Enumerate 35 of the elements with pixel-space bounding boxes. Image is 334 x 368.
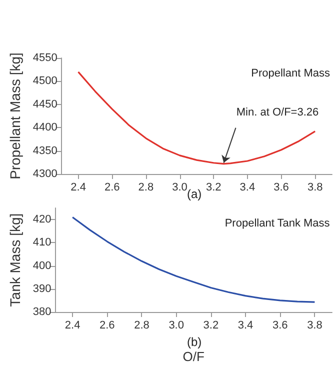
x-tick-label: 3.8: [307, 182, 323, 194]
y-tick-label: 380: [32, 306, 52, 318]
y-tick-label: 4550: [32, 52, 58, 64]
x-tick-label: 2.8: [138, 182, 154, 194]
y-axis-title: Propellant Mass [kg]: [7, 52, 23, 180]
y-tick-label: 4400: [32, 122, 58, 134]
x-tick-label: 3.2: [203, 320, 219, 332]
x-tick-label: 3.2: [206, 182, 222, 194]
y-tick-label: 4300: [32, 168, 58, 180]
x-tick-label: 3.0: [172, 182, 188, 194]
text: (a): [187, 187, 202, 201]
y-tick-label: 4500: [32, 75, 58, 88]
x-tick-label: 2.6: [104, 182, 120, 194]
x-axis-title: O/F: [182, 349, 205, 364]
x-tick-label: 3.6: [274, 182, 289, 194]
y-tick-label: 400: [32, 260, 52, 272]
x-tick-label: 3.4: [238, 320, 254, 332]
y-axis-title: Tank Mass [kg]: [7, 213, 23, 307]
x-tick-label: 3.8: [307, 320, 322, 332]
x-tick-label: 2.8: [134, 320, 150, 332]
y-tick-label: 4450: [32, 98, 58, 110]
text: Propellant Mass: [251, 68, 330, 80]
x-tick-label: 3.0: [168, 320, 184, 332]
x-tick-label: 2.4: [70, 182, 86, 194]
x-tick-label: 2.6: [99, 320, 115, 332]
y-tick-label: 410: [32, 236, 52, 249]
y-tick-label: 390: [32, 282, 52, 295]
x-tick-label: 3.6: [272, 320, 288, 332]
y-tick-label: 4350: [32, 144, 58, 157]
annotation: Min. at O/F=3.26: [236, 106, 319, 118]
text: (b): [187, 335, 202, 349]
y-tick-label: 420: [32, 214, 52, 226]
x-tick-label: 3.4: [240, 182, 256, 194]
text: Propellant Tank Mass: [224, 218, 330, 230]
x-tick-label: 2.4: [64, 320, 80, 332]
